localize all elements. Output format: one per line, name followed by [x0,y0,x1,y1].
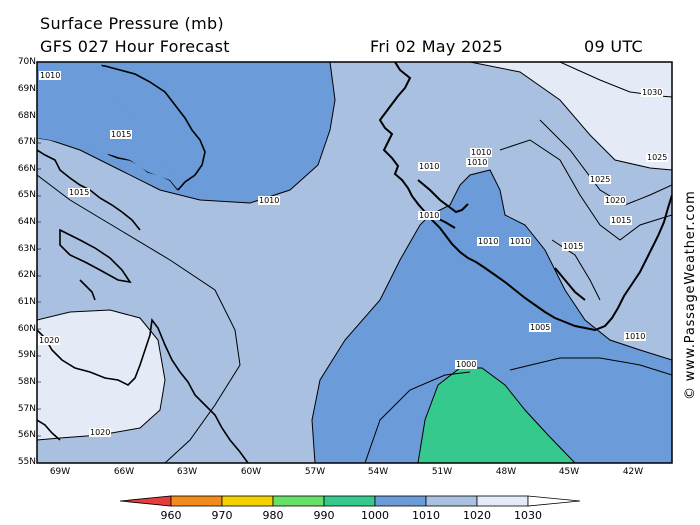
landmass-canada [37,62,178,190]
isobar-label: 1020 [38,336,61,345]
lat-label: 65N [17,190,36,200]
isobar-label: 1025 [589,175,612,184]
lat-label: 64N [17,217,36,227]
isobar-label: 1010 [470,148,493,157]
lat-label: 55N [17,457,36,467]
legend-label: 1020 [463,509,491,522]
legend-swatch-1020 [425,495,478,507]
lat-label: 68N [17,111,36,121]
isobar-label: 1015 [562,242,585,251]
lat-label: 61N [17,297,36,307]
isobar-label: 1010 [39,71,62,80]
legend-label: 960 [160,509,182,522]
lat-label: 62N [17,270,36,280]
isobar-label: 1010 [624,332,647,341]
lon-label: 51W [431,467,453,477]
isobar-label: 1010 [477,237,500,246]
pressure-zone-990-1000 [418,368,575,463]
lon-label: 69W [49,467,71,477]
legend-label: 1000 [361,509,389,522]
isobar-label: 1020 [604,196,627,205]
lat-label: 66N [17,164,36,174]
isobar-label: 1010 [418,162,441,171]
lat-label: 70N [17,57,36,67]
isobar-label: 1015 [68,188,91,197]
lon-label: 60W [240,467,262,477]
legend-swatch-1000 [323,495,376,507]
isobar-lines [37,62,672,463]
isobar-label: 1010 [418,211,441,220]
lat-label: 57N [17,404,36,414]
legend-swatch-990 [272,495,325,507]
legend-label: 1030 [514,509,542,522]
lon-label: 57W [304,467,326,477]
legend-label: 990 [313,509,335,522]
lon-label: 42W [622,467,644,477]
lat-label: 59N [17,350,36,360]
lon-label: 48W [495,467,517,477]
isobar-label: 1010 [509,237,532,246]
isobar-label: 1020 [89,428,112,437]
isobar-label: 1010 [258,196,281,205]
isobar-label: 1005 [529,323,552,332]
lat-label: 63N [17,244,36,254]
isobar-label: 1015 [110,130,133,139]
lat-label: 60N [17,324,36,334]
isobar-label: 1010 [466,158,489,167]
map-title: Surface Pressure (mb) [40,14,224,33]
legend-label: 1010 [412,509,440,522]
forecast-subtitle: GFS 027 Hour Forecast [40,37,230,56]
legend-swatch-980 [221,495,274,507]
lon-label: 66W [113,467,135,477]
forecast-date: Fri 02 May 2025 [370,37,503,56]
forecast-time: 09 UTC [584,37,643,56]
isobar-label: 1000 [455,360,478,369]
isobar-label: 1030 [641,88,664,97]
legend-swatch-1010 [374,495,427,507]
lat-label: 56N [17,430,36,440]
legend-swatch-960 [119,495,172,507]
isobar-label: 1015 [610,216,633,225]
legend-label: 980 [262,509,284,522]
lat-label: 58N [17,377,36,387]
lat-label: 69N [17,84,36,94]
lon-label: 63W [176,467,198,477]
pressure-zone-above-1020-sw [37,310,165,440]
map-frame [36,61,673,464]
legend-swatch-1030 [476,495,529,507]
lon-label: 54W [367,467,389,477]
legend-label: 970 [211,509,233,522]
pressure-zone-1000-1010-south [312,170,672,463]
lon-label: 45W [558,467,580,477]
legend-swatch-970 [170,495,223,507]
lat-label: 67N [17,137,36,147]
legend-swatch-max [527,495,581,507]
isobar-label: 1025 [646,153,669,162]
